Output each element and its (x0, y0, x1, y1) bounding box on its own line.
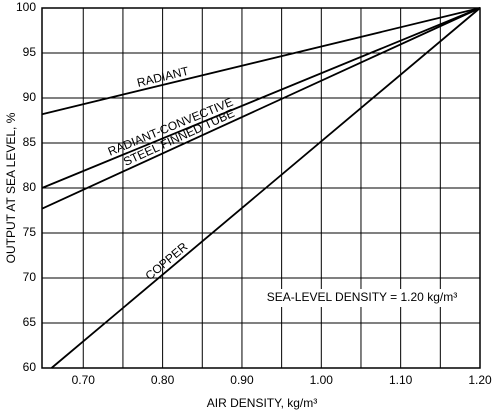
series-label: COPPER (143, 239, 191, 283)
series-line (50, 7, 481, 369)
x-tick-label: 0.80 (151, 373, 175, 387)
y-tick-label: 80 (23, 180, 37, 194)
y-tick-label: 100 (16, 0, 36, 14)
series-label: RADIANT (136, 64, 191, 90)
y-tick-label: 95 (23, 45, 37, 59)
series-line (41, 7, 481, 189)
y-tick-label: 60 (23, 360, 37, 374)
x-tick-label: 1.00 (310, 373, 334, 387)
y-tick-label: 75 (23, 225, 37, 239)
annotation: SEA-LEVEL DENSITY = 1.20 kg/m³ (267, 290, 457, 304)
x-tick-label: 1.20 (468, 373, 492, 387)
y-tick-label: 90 (23, 90, 37, 104)
annotation-background (252, 289, 472, 307)
y-tick-label: 70 (23, 270, 37, 284)
x-tick-label: 0.70 (72, 373, 96, 387)
x-tick-label: 0.90 (230, 373, 254, 387)
series-line (41, 7, 481, 116)
y-axis-label: OUTPUT AT SEA LEVEL, % (4, 112, 18, 263)
x-tick-label: 1.10 (389, 373, 413, 387)
x-axis-label: AIR DENSITY, kg/m³ (207, 396, 317, 410)
series-line (41, 7, 481, 210)
y-tick-label: 65 (23, 315, 37, 329)
y-tick-label: 85 (23, 135, 37, 149)
